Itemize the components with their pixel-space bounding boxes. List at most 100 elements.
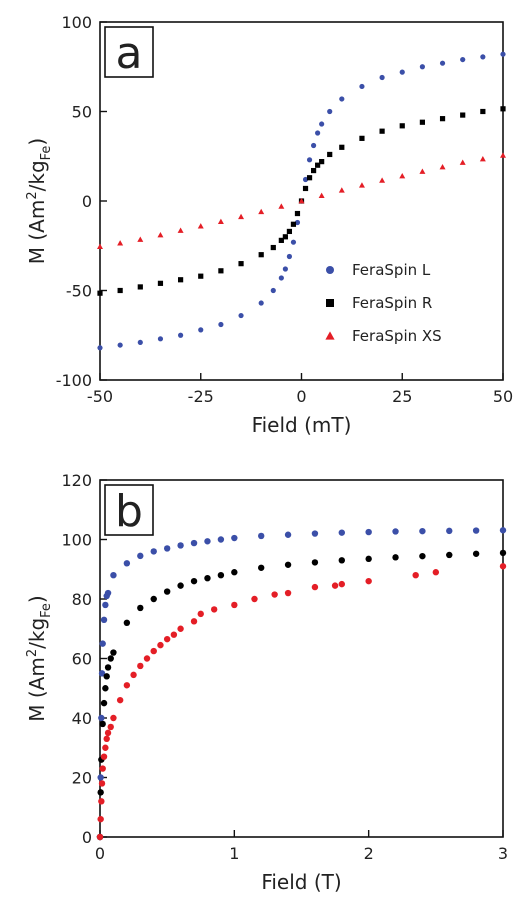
data-point: [446, 527, 453, 535]
data-point: [399, 172, 406, 179]
x-tick-label: 25: [392, 387, 412, 406]
data-point: [294, 219, 301, 226]
data-point: [97, 345, 103, 351]
y-tick-label: 100: [61, 13, 92, 32]
data-point: [399, 123, 405, 129]
y-axis-title-suffix: ): [25, 138, 49, 146]
data-point: [190, 618, 198, 625]
data-point: [117, 287, 123, 294]
data-point: [338, 557, 345, 564]
data-point: [123, 619, 131, 626]
data-point: [103, 735, 110, 743]
data-point: [359, 83, 365, 90]
data-point: [107, 655, 114, 662]
series-0: [96, 527, 507, 841]
y-axis-title: M (Am2/kgFe): [25, 138, 54, 264]
y-axis-title-mid: /kg: [25, 618, 49, 649]
data-point: [282, 266, 288, 272]
data-point: [500, 106, 506, 112]
data-point: [163, 588, 171, 595]
x-tick-label: -25: [188, 387, 214, 406]
x-tick-label: 50: [493, 387, 513, 406]
data-point: [117, 240, 124, 246]
x-tick-label: 1: [229, 844, 239, 863]
data-point: [97, 290, 103, 296]
data-point: [218, 268, 224, 274]
data-point: [500, 152, 506, 158]
data-point: [130, 671, 137, 679]
data-point: [98, 780, 106, 787]
data-point: [217, 218, 224, 224]
data-point: [123, 682, 131, 689]
data-point: [479, 155, 486, 162]
y-tick-label: -100: [56, 371, 92, 390]
data-point: [284, 531, 292, 538]
data-point: [258, 208, 265, 215]
data-point: [116, 696, 124, 704]
data-point: [163, 635, 171, 643]
data-point: [102, 744, 109, 751]
data-point: [110, 649, 117, 656]
y-tick-label: 0: [82, 828, 92, 847]
data-point: [315, 162, 321, 168]
data-point: [163, 545, 171, 552]
data-point: [480, 54, 486, 60]
data-point: [365, 577, 372, 585]
data-point: [100, 616, 108, 624]
data-point: [177, 625, 184, 632]
x-tick-label: -50: [87, 387, 113, 406]
plot-frame: [99, 479, 504, 838]
data-point: [137, 662, 144, 670]
data-point: [306, 175, 313, 181]
data-point: [294, 210, 301, 217]
data-point: [459, 159, 466, 165]
x-axis-title: Field (T): [261, 870, 341, 894]
data-point: [100, 753, 108, 760]
data-point: [137, 284, 143, 290]
data-point: [419, 527, 426, 535]
data-point: [217, 572, 225, 579]
data-point: [278, 275, 284, 281]
y-tick-label: 20: [72, 769, 92, 788]
x-tick-label: 3: [498, 844, 508, 863]
data-point: [170, 631, 178, 638]
data-point: [419, 119, 425, 125]
x-tick-label: 0: [95, 844, 105, 863]
data-point: [339, 144, 345, 150]
legend-label: FeraSpin R: [352, 294, 432, 312]
y-axis-title-sup: 2: [25, 649, 40, 657]
y-tick-label: 0: [82, 192, 92, 211]
series-1: [97, 106, 506, 296]
data-point: [338, 529, 345, 536]
data-point: [97, 815, 104, 823]
data-point: [284, 561, 292, 568]
data-point: [104, 589, 112, 597]
y-tick-label: -50: [66, 282, 92, 301]
data-point: [500, 51, 506, 57]
data-point: [238, 213, 245, 220]
data-point: [99, 720, 106, 728]
data-point: [298, 198, 305, 204]
data-point: [439, 116, 446, 122]
data-point: [258, 252, 264, 258]
data-point: [238, 261, 244, 267]
panel-label-box: [104, 484, 154, 536]
data-point: [157, 641, 164, 649]
data-point: [137, 604, 144, 612]
data-point: [290, 221, 297, 227]
data-point: [282, 234, 288, 240]
data-point: [157, 232, 164, 238]
data-point: [338, 187, 345, 193]
y-axis-title-suffix: ): [25, 595, 49, 603]
legend-marker: [326, 266, 334, 274]
y-tick-label: 50: [72, 103, 92, 122]
series-1: [96, 549, 507, 841]
data-point: [231, 534, 238, 542]
data-point: [439, 164, 446, 170]
data-point: [137, 236, 144, 242]
data-point: [439, 60, 446, 66]
data-point: [319, 159, 325, 165]
data-point: [310, 167, 317, 174]
y-axis-title-sup: 2: [25, 191, 40, 199]
